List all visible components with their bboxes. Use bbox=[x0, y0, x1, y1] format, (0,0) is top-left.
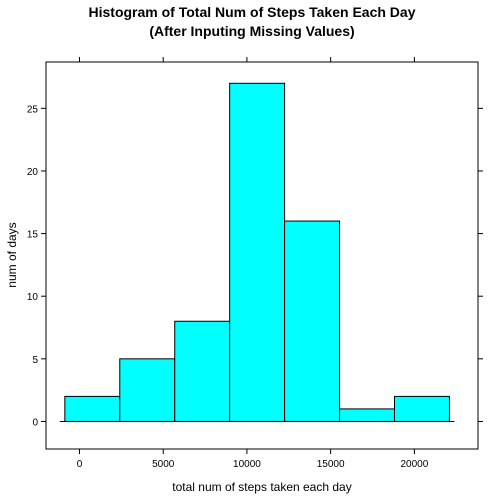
histogram-bar-4 bbox=[229, 82, 286, 422]
x-tick-label-1: 5000 bbox=[152, 459, 175, 470]
plot-frame bbox=[45, 61, 479, 450]
x-tick-label-2: 10000 bbox=[233, 459, 261, 470]
y-tick-label-4: 20 bbox=[27, 167, 39, 178]
histogram-bar-5 bbox=[284, 220, 341, 422]
bars-group bbox=[64, 82, 450, 422]
histogram-bar-2 bbox=[119, 358, 176, 422]
x-tick-label-0: 0 bbox=[77, 459, 83, 470]
x-axis-label: total num of steps taken each day bbox=[172, 480, 351, 494]
y-tick-label-2: 10 bbox=[27, 292, 39, 303]
y-tick-label-3: 15 bbox=[27, 230, 39, 241]
chart-title-line-2: (After Inputing Missing Values) bbox=[149, 23, 354, 39]
chart-title-line-1: Histogram of Total Num of Steps Taken Ea… bbox=[89, 4, 416, 20]
histogram-bar-7 bbox=[393, 395, 450, 422]
histogram-bar-1 bbox=[64, 395, 121, 422]
y-tick-label-5: 25 bbox=[27, 104, 39, 115]
y-axis-label: num of days bbox=[5, 222, 19, 287]
x-tick-label-4: 20000 bbox=[400, 459, 428, 470]
y-tick-label-1: 5 bbox=[32, 355, 38, 366]
histogram-bar-6 bbox=[339, 408, 395, 422]
histogram-bar-3 bbox=[174, 320, 231, 422]
ticks-group: 0 5000 10000 15000 20000 0 5 10 15 20 25 bbox=[27, 57, 483, 470]
y-tick-label-0: 0 bbox=[32, 417, 38, 428]
x-tick-label-3: 15000 bbox=[317, 459, 345, 470]
